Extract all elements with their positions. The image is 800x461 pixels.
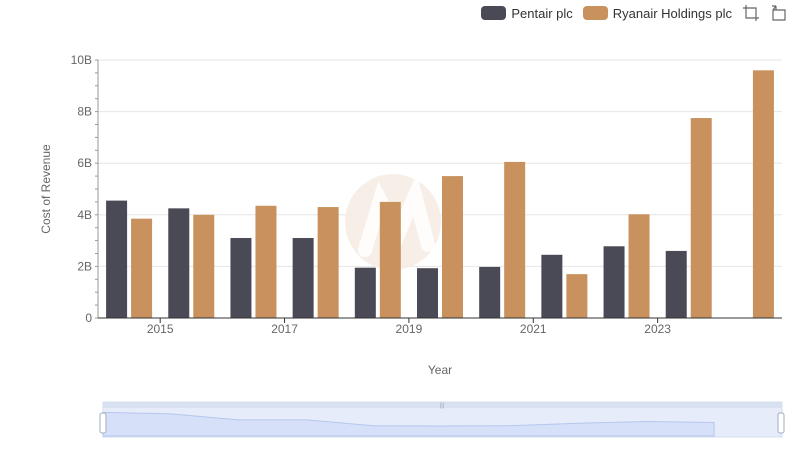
legend: Pentair plc Ryanair Holdings plc: [481, 4, 788, 22]
bar-ryanair-2023[interactable]: [690, 118, 712, 318]
bar-pentair-2018[interactable]: [354, 267, 376, 318]
y-tick-label: 8B: [77, 105, 92, 119]
axes: 0 2B 4B 6B 8B 10B 2015 2017 2019 2021 2023: [71, 53, 782, 336]
x-tick-label: 2023: [644, 322, 671, 336]
bar-pentair-2020[interactable]: [479, 266, 501, 318]
bar-ryanair-2018[interactable]: [379, 201, 401, 318]
zoom-select-icon[interactable]: [742, 4, 760, 22]
slider-handle-right[interactable]: [777, 412, 785, 434]
bar-ryanair-2017[interactable]: [317, 207, 339, 318]
x-tick-label: 2019: [396, 322, 423, 336]
bar-pentair-2017[interactable]: [292, 238, 314, 318]
data-zoom-slider[interactable]: |||: [99, 401, 785, 438]
bar-pentair-2016[interactable]: [230, 238, 252, 318]
bar-ryanair-2022[interactable]: [628, 214, 650, 318]
x-axis-label: Year: [428, 363, 452, 377]
bar-pentair-2014[interactable]: [106, 200, 128, 318]
bar-ryanair-2015[interactable]: [193, 214, 215, 318]
legend-label-pentair: Pentair plc: [511, 5, 573, 21]
legend-label-ryanair: Ryanair Holdings plc: [612, 5, 732, 21]
bar-ryanair-2024[interactable]: [752, 70, 774, 318]
x-tick-label: 2017: [271, 322, 298, 336]
y-tick-label: 10B: [71, 53, 92, 67]
bar-ryanair-2021[interactable]: [566, 274, 588, 318]
bar-pentair-2019[interactable]: [417, 268, 438, 318]
y-tick-label: 0: [85, 311, 92, 325]
legend-item-ryanair[interactable]: Ryanair Holdings plc: [582, 5, 732, 21]
legend-item-pentair[interactable]: Pentair plc: [481, 5, 573, 21]
zoom-reset-icon[interactable]: [770, 4, 788, 22]
bar-ryanair-2020[interactable]: [504, 161, 526, 318]
x-tick-label: 2021: [520, 322, 547, 336]
legend-swatch-ryanair: [582, 6, 608, 20]
y-axis-label: Cost of Revenue: [39, 144, 53, 234]
y-tick-label: 6B: [77, 156, 92, 170]
slider-handle-left[interactable]: [99, 412, 107, 434]
bar-pentair-2023[interactable]: [665, 250, 687, 318]
bar-ryanair-2019[interactable]: [442, 176, 463, 318]
y-tick-label: 4B: [77, 208, 92, 222]
bar-pentair-2021[interactable]: [541, 254, 563, 318]
bar-pentair-2022[interactable]: [603, 246, 625, 318]
slider-grip[interactable]: |||: [440, 403, 445, 409]
y-tick-label: 2B: [77, 259, 92, 273]
bars: [106, 70, 774, 318]
x-tick-label: 2015: [147, 322, 174, 336]
bar-ryanair-2016[interactable]: [255, 205, 277, 318]
legend-swatch-pentair: [481, 6, 507, 20]
bar-pentair-2015[interactable]: [168, 208, 190, 318]
bar-ryanair-2014[interactable]: [131, 218, 153, 318]
